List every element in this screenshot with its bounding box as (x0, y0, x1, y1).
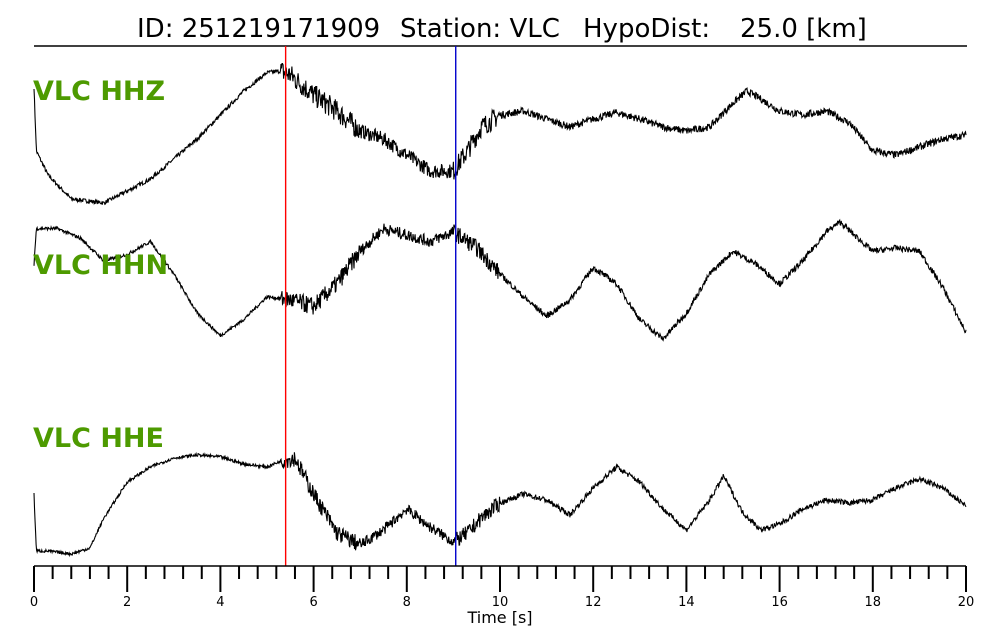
x-axis: 0 2 4 6 8 10 12 14 16 18 20 (30, 565, 975, 610)
x-tick-label: 12 (585, 595, 602, 610)
x-tick-label: 0 (30, 595, 38, 610)
event-id: ID: 251219171909 (137, 14, 380, 44)
figure-title: ID: 251219171909 Station: VLC HypoDist: … (137, 14, 867, 44)
trace-group (33, 62, 967, 558)
channel-label-hhe: VLC HHE (33, 423, 164, 454)
hypodist-value: 25.0 [km] (740, 14, 867, 44)
x-tick-label: 16 (771, 595, 788, 610)
x-tick-label: 4 (216, 595, 224, 610)
x-tick-label: 6 (309, 595, 317, 610)
channel-label-hhn: VLC HHN (33, 250, 168, 281)
trace-vlc-hhn (33, 218, 967, 342)
x-tick-label: 18 (865, 595, 882, 610)
station-label: Station: VLC (400, 14, 560, 44)
x-tick-label: 20 (958, 595, 975, 610)
x-axis-label: Time [s] (466, 608, 532, 627)
trace-vlc-hhz (33, 62, 967, 206)
hypodist-label: HypoDist: (583, 14, 710, 44)
x-tick-label: 8 (403, 595, 411, 610)
x-tick-label: 10 (492, 595, 509, 610)
x-tick-label: 14 (678, 595, 695, 610)
x-tick-label: 2 (123, 595, 131, 610)
trace-vlc-hhe (33, 451, 967, 558)
pick-markers (284, 46, 457, 566)
channel-label-hhz: VLC HHZ (33, 76, 165, 107)
